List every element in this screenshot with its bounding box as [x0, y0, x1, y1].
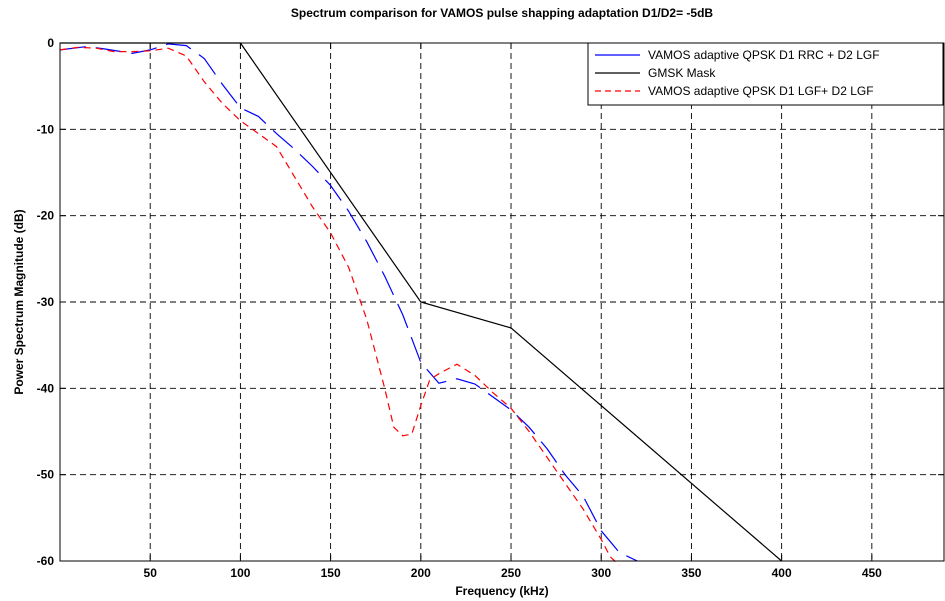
- x-tick-label: 400: [772, 566, 792, 580]
- x-axis-label: Frequency (kHz): [455, 584, 548, 598]
- legend: VAMOS adaptive QPSK D1 RRC + D2 LGF GMSK …: [587, 42, 944, 106]
- y-tick-label: -10: [37, 122, 55, 136]
- y-tick-label: -30: [37, 295, 55, 309]
- series-line-0: [59, 43, 638, 562]
- y-tick-label: -60: [37, 554, 55, 568]
- legend-items: VAMOS adaptive QPSK D1 RRC + D2 LGF GMSK …: [595, 48, 880, 98]
- x-tick-label: 50: [144, 566, 158, 580]
- x-tick-label: 100: [230, 566, 250, 580]
- y-tick-label: -50: [37, 468, 55, 482]
- x-tick-label: 450: [862, 566, 882, 580]
- chart-title: Spectrum comparison for VAMOS pulse shap…: [291, 6, 714, 20]
- x-tick-label: 350: [681, 566, 701, 580]
- x-tick-label: 150: [321, 566, 341, 580]
- x-tick-label: 300: [591, 566, 611, 580]
- legend-label-1: GMSK Mask: [648, 66, 716, 80]
- legend-label-2: VAMOS adaptive QPSK D1 LGF+ D2 LGF: [648, 84, 874, 98]
- x-tick-label: 250: [501, 566, 521, 580]
- y-tick-label: 0: [47, 36, 54, 50]
- y-axis-label: Power Spectrum Magnitude (dB): [12, 209, 26, 394]
- y-tick-label: -40: [37, 381, 55, 395]
- x-tick-label: 200: [411, 566, 431, 580]
- legend-label-0: VAMOS adaptive QPSK D1 RRC + D2 LGF: [648, 48, 880, 62]
- tick-layer: 50 100 150 200 250 300 350 400 450 0 -10 -20 -30 -40 -…: [37, 36, 944, 580]
- y-tick-label: -20: [37, 209, 55, 223]
- legend-box: [587, 42, 944, 106]
